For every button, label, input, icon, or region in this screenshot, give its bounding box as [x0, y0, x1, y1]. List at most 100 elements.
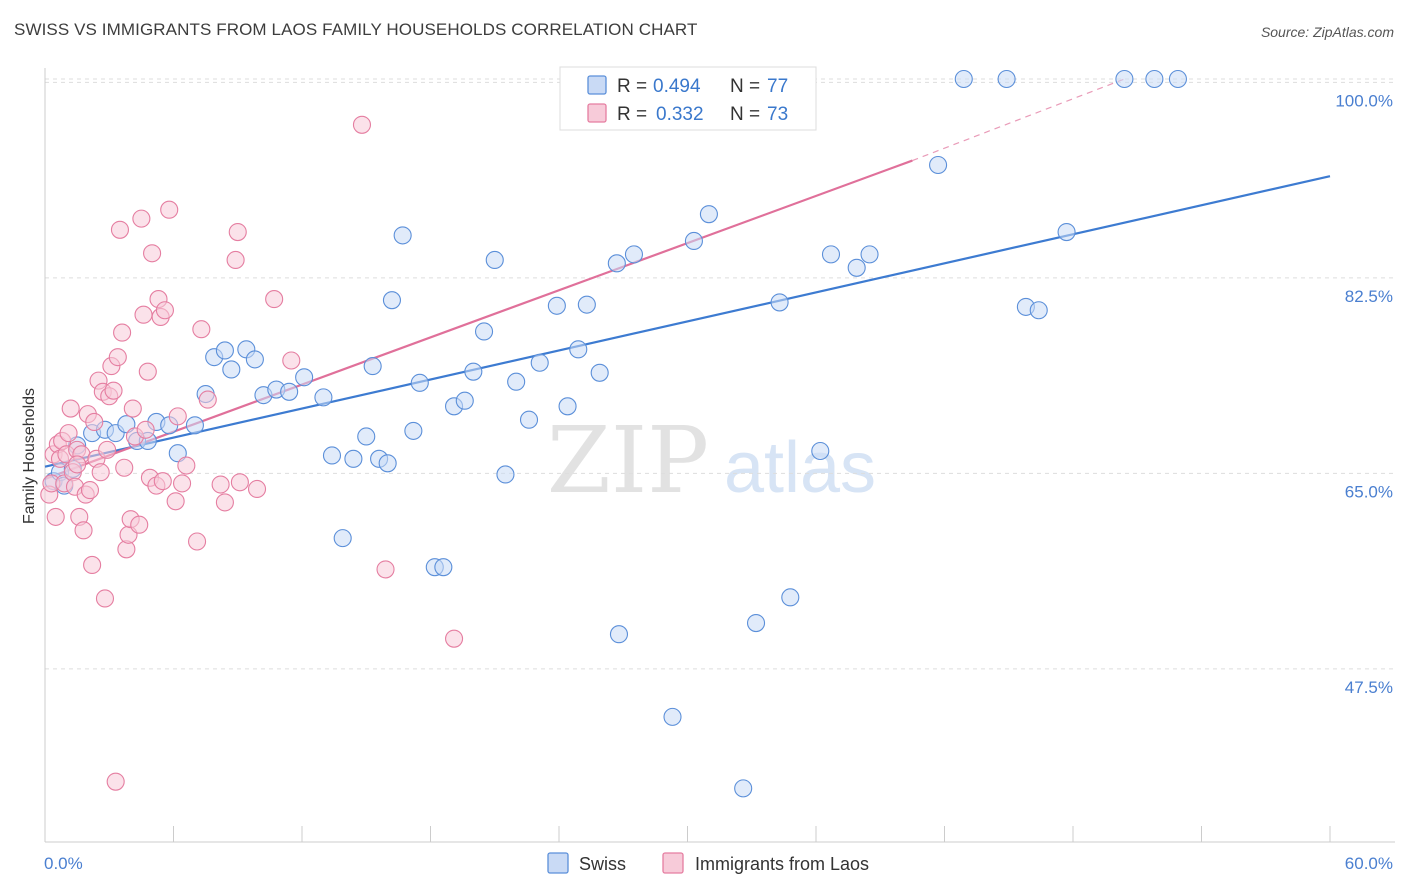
point-laos — [110, 220, 130, 239]
point-swiss — [322, 446, 342, 465]
point-laos — [108, 348, 127, 367]
point-swiss — [382, 291, 402, 310]
bottom-legend-swatch-laos — [662, 852, 684, 874]
point-swiss — [474, 322, 494, 341]
point-swiss — [393, 226, 412, 245]
x-tick-label-min: 0.0% — [44, 854, 83, 873]
point-laos — [143, 244, 162, 263]
chart-title: SWISS VS IMMIGRANTS FROM LAOS FAMILY HOU… — [14, 20, 698, 39]
point-swiss — [245, 350, 264, 369]
trend-line-swiss — [44, 175, 1331, 468]
point-laos — [211, 475, 230, 494]
point-swiss — [410, 373, 429, 392]
point-laos — [98, 440, 117, 459]
point-swiss — [607, 254, 626, 273]
point-swiss — [770, 293, 789, 312]
point-swiss — [314, 388, 333, 407]
point-swiss — [821, 245, 841, 264]
point-swiss — [558, 397, 577, 416]
point-laos — [138, 362, 157, 381]
point-laos — [247, 479, 267, 499]
point-laos — [376, 560, 395, 579]
point-laos — [68, 455, 87, 474]
bottom-legend-label-laos: Immigrants from Laos — [695, 854, 869, 874]
y-tick-label: 100.0% — [1335, 91, 1393, 110]
point-swiss — [663, 707, 682, 726]
point-swiss — [464, 362, 483, 381]
point-swiss — [590, 363, 609, 382]
legend-n-value-swiss: 77 — [767, 76, 788, 97]
point-laos — [123, 399, 142, 418]
point-laos — [61, 399, 80, 418]
point-swiss — [185, 416, 204, 435]
point-swiss — [1168, 69, 1187, 89]
watermark-zip: ZIP — [547, 407, 709, 514]
watermark: ZIP atlas — [547, 407, 876, 514]
point-swiss — [997, 69, 1016, 89]
point-swiss — [530, 353, 549, 372]
point-laos — [106, 772, 125, 791]
point-laos — [113, 323, 132, 342]
point-laos — [160, 200, 179, 219]
point-laos — [166, 492, 185, 511]
y-tick-label: 47.5% — [1345, 678, 1393, 697]
bottom-legend-swatch-swiss — [547, 852, 569, 874]
point-swiss — [168, 444, 187, 463]
point-swiss — [1115, 69, 1134, 89]
legend-n-label-swiss: N = — [730, 76, 760, 97]
point-swiss — [954, 69, 973, 89]
trend-line-laos-extension — [912, 78, 1125, 162]
legend-r-value-laos: 0.332 — [656, 104, 704, 125]
point-swiss — [363, 357, 382, 376]
y-tick-label: 65.0% — [1345, 482, 1393, 501]
point-laos — [46, 507, 65, 526]
point-swiss — [222, 360, 241, 379]
point-swiss — [569, 340, 588, 359]
watermark-atlas: atlas — [724, 428, 876, 508]
legend-r-label-laos: R = — [617, 104, 647, 125]
point-laos — [132, 209, 151, 228]
y-tick-label: 82.5% — [1345, 287, 1393, 306]
point-laos — [74, 521, 93, 540]
point-swiss — [734, 779, 753, 798]
point-laos — [91, 463, 110, 482]
point-swiss — [485, 250, 504, 270]
point-swiss — [547, 296, 566, 315]
point-swiss — [344, 449, 363, 468]
point-laos — [445, 629, 464, 648]
y-tick-labels: 47.5% 65.0% 82.5% 100.0% — [1335, 91, 1393, 697]
point-laos — [104, 381, 123, 400]
point-laos — [282, 351, 301, 370]
point-laos — [192, 320, 211, 339]
point-swiss — [507, 372, 526, 391]
point-laos — [230, 473, 249, 492]
point-laos — [265, 290, 284, 309]
top-legend: R = 0.494 N = 77 R = 0.332 N = 73 — [559, 66, 817, 131]
point-swiss — [378, 454, 397, 473]
point-swiss — [295, 368, 314, 387]
point-swiss — [280, 382, 299, 401]
point-laos — [198, 390, 217, 409]
point-swiss — [746, 613, 766, 633]
point-laos — [136, 420, 155, 439]
data-points — [40, 69, 1187, 798]
point-laos — [352, 115, 372, 134]
point-swiss — [847, 258, 866, 277]
bottom-legend: Swiss Immigrants from Laos — [547, 852, 869, 874]
point-swiss — [215, 341, 234, 360]
axes — [44, 68, 1395, 843]
point-laos — [177, 456, 196, 475]
point-swiss — [519, 410, 539, 429]
point-swiss — [699, 205, 718, 224]
point-laos — [173, 474, 192, 493]
legend-swatch-swiss — [587, 75, 607, 95]
point-laos — [168, 407, 187, 426]
point-swiss — [117, 415, 136, 434]
point-swiss — [434, 558, 453, 577]
point-swiss — [455, 391, 474, 410]
x-tick-label-max: 60.0% — [1345, 854, 1393, 873]
gridlines — [45, 78, 1395, 670]
source-credit: Source: ZipAtlas.com — [1260, 24, 1394, 40]
point-swiss — [1145, 69, 1164, 89]
